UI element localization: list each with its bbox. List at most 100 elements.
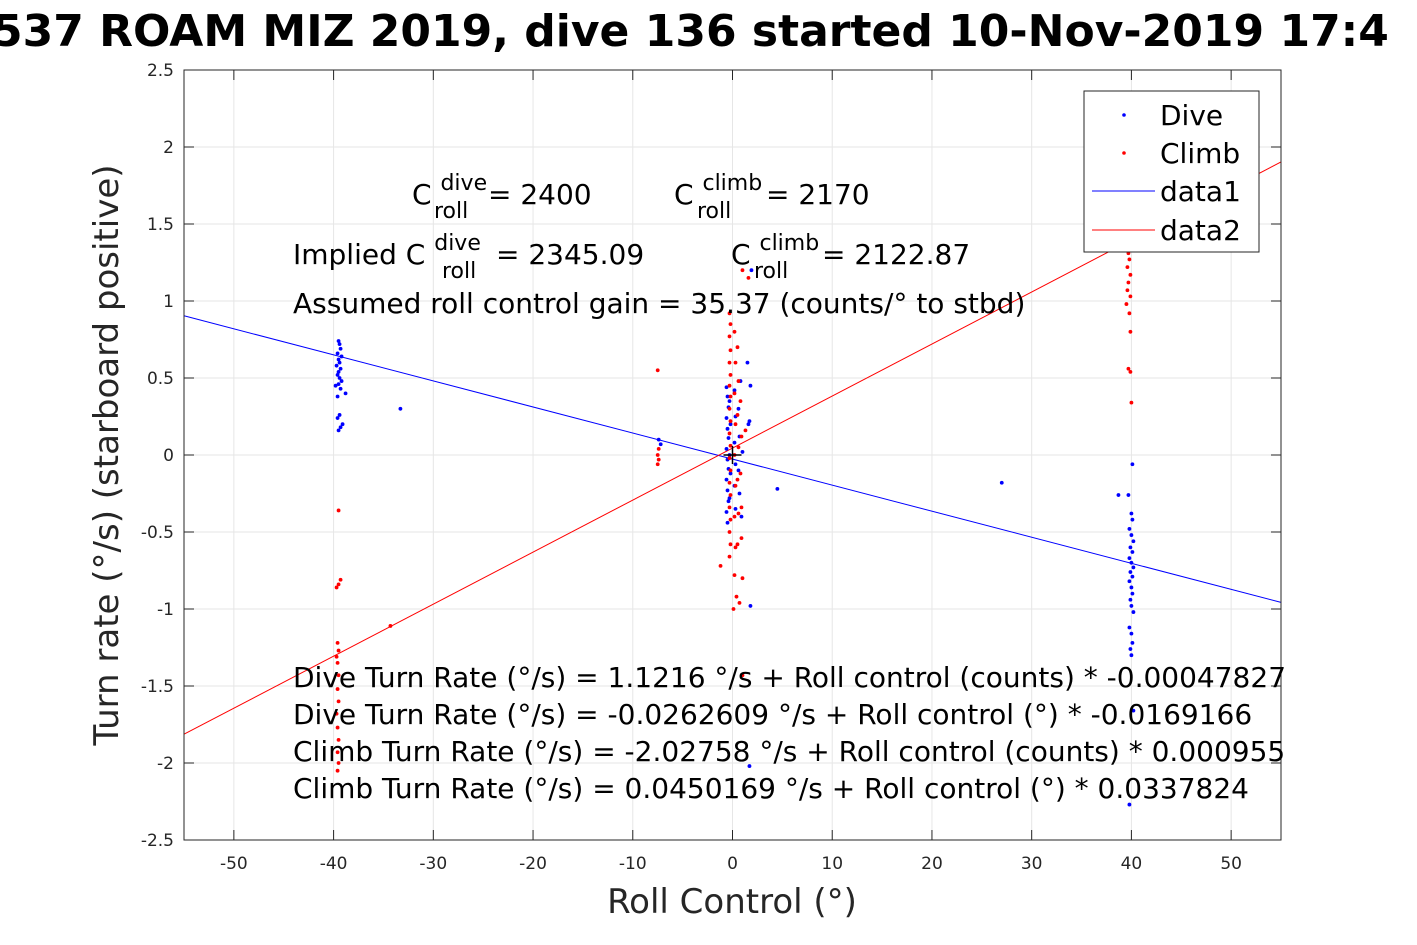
roll-gain-annotation: Assumed roll control gain = 35.37 (count… [293, 287, 1025, 320]
x-tick-label: 50 [1220, 854, 1242, 874]
dive-point [333, 383, 338, 388]
dive-point [732, 440, 737, 445]
dive-point [1130, 462, 1135, 467]
climb-point [335, 725, 340, 730]
c-roll-climb-base: C [674, 178, 694, 211]
dive-point [1129, 533, 1134, 537]
dive-point [725, 520, 730, 525]
y-tick-label: -1 [157, 600, 174, 620]
climb-point [735, 477, 740, 482]
dive-point [732, 388, 737, 393]
climb-point [738, 471, 743, 476]
climb-point [737, 600, 742, 605]
dive-point [336, 428, 341, 433]
implied-dive-sup: dive [434, 231, 481, 256]
dive-point [727, 496, 732, 501]
dive-point [725, 488, 730, 493]
c-roll-dive-sup: dive [440, 171, 487, 196]
dive-point [1116, 493, 1121, 497]
climb-point [388, 624, 393, 628]
dive-point [1128, 570, 1133, 574]
dive-point [1130, 640, 1135, 645]
dive-point [337, 413, 342, 417]
climb-point [728, 443, 733, 448]
dive-point [1129, 511, 1134, 516]
climb-point [743, 428, 748, 433]
climb-point [1127, 311, 1132, 316]
y-tick-label: 0.5 [147, 369, 174, 389]
dive-point [337, 376, 342, 380]
climb-point [335, 750, 340, 755]
climb-point [1127, 257, 1132, 262]
dive-point [1127, 527, 1132, 531]
implied-dive-value: = 2345.09 [496, 238, 644, 271]
implied-dive-base: C [406, 238, 426, 271]
dive-point [739, 514, 744, 519]
climb-point [727, 480, 732, 485]
dive-point [728, 422, 733, 427]
dive-point [727, 399, 732, 403]
chart-title: 537 ROAM MIZ 2019, dive 136 started 10-N… [0, 6, 1389, 57]
climb-point [728, 517, 733, 522]
climb-point [336, 508, 341, 513]
climb-point [734, 594, 739, 599]
climb-point [740, 268, 745, 273]
climb-point [733, 483, 738, 488]
y-tick-label: 2 [163, 138, 174, 158]
climb-point [728, 394, 733, 399]
dive-point [724, 416, 729, 420]
climb-point [1126, 366, 1131, 371]
climb-point [736, 379, 741, 383]
dive-point [745, 360, 750, 365]
climb-point [739, 505, 744, 510]
dive-point [1129, 560, 1134, 565]
climb-point [732, 391, 737, 396]
dive-point [740, 450, 745, 454]
climb-point [655, 462, 660, 467]
climb-point [1129, 400, 1134, 405]
dive-point [747, 419, 752, 424]
climb-point [728, 468, 733, 473]
climb-point [1128, 369, 1133, 374]
climb-point [733, 545, 738, 550]
dive-point [1127, 556, 1132, 561]
dive-point [1131, 610, 1136, 614]
climb-point [656, 457, 661, 462]
dive-point [724, 477, 729, 482]
dive-point [338, 366, 343, 371]
climb-point [732, 573, 737, 578]
y-tick-label: -0.5 [141, 523, 174, 543]
data-points [333, 237, 1136, 807]
dive-point [336, 382, 341, 387]
legend-dive-marker [1122, 113, 1126, 117]
climb-point [334, 711, 339, 716]
dive-point [747, 764, 752, 768]
x-tick-label: 10 [821, 854, 843, 874]
implied-prefix: Implied [293, 238, 406, 271]
x-tick-label: 0 [727, 854, 738, 874]
legend-climb-marker [1122, 151, 1126, 155]
dive-point [337, 342, 342, 347]
dive-point [724, 385, 729, 390]
implied-climb-value: = 2122.87 [822, 238, 970, 271]
climb-point [335, 687, 340, 691]
dive-point [1127, 579, 1132, 584]
climb-point [728, 373, 733, 377]
c-roll-climb-annotation: C climb roll = 2170 [674, 164, 870, 225]
y-tick-label: 1.5 [147, 215, 174, 235]
legend-climb-label: Climb [1160, 137, 1240, 170]
c-roll-dive-base: C [412, 178, 432, 211]
dive-point [1127, 802, 1132, 807]
climb-point [1124, 302, 1129, 306]
c-roll-climb-value: = 2170 [766, 178, 870, 211]
dive-point [726, 499, 731, 504]
dive-point [398, 406, 403, 411]
dive-point [338, 386, 343, 391]
implied-climb-sup: climb [759, 231, 819, 256]
legend-dive-label: Dive [1160, 99, 1223, 132]
c-roll-dive-sub: roll [434, 199, 468, 224]
climb-point [727, 311, 732, 316]
dive-point [736, 406, 741, 411]
climb-point [656, 446, 661, 451]
dive-point [999, 480, 1004, 485]
